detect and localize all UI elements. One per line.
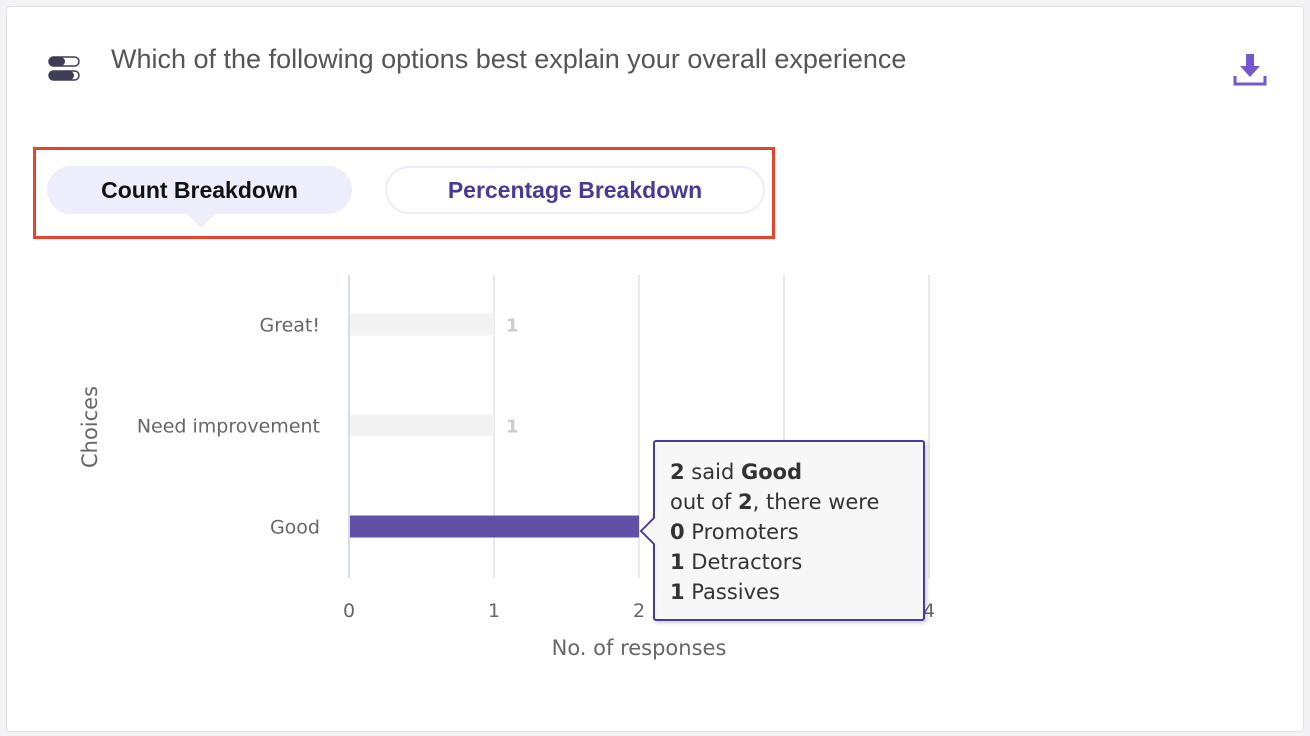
- y-tick-label: Great!: [259, 315, 320, 337]
- chart-tooltip: 2 said Good out of 2, there were 0 Promo…: [653, 440, 925, 621]
- tooltip-count: 2: [670, 460, 685, 484]
- data-label: 1: [506, 417, 519, 438]
- tab-highlight-box: [33, 147, 775, 239]
- question-title: Which of the following options best expl…: [111, 44, 907, 74]
- bar: [350, 515, 639, 538]
- tooltip-said: said: [684, 460, 741, 484]
- toggle-list-icon: [48, 56, 80, 81]
- x-tick-label: 4: [923, 600, 935, 622]
- tooltip-outof: out of: [670, 490, 738, 514]
- y-tick-label: Need improvement: [137, 416, 320, 438]
- tab-percentage-breakdown[interactable]: Percentage Breakdown: [385, 166, 765, 214]
- x-tick-label: 1: [488, 600, 500, 622]
- x-tick-label: 2: [633, 600, 645, 622]
- download-icon[interactable]: [1232, 50, 1268, 88]
- bar: [350, 313, 494, 336]
- tooltip-choice: Good: [740, 460, 803, 484]
- tooltip-passives: 1 Passives: [670, 580, 780, 604]
- y-tick-label: Good: [270, 517, 320, 539]
- x-axis-label: No. of responses: [552, 636, 727, 660]
- tab-count-breakdown[interactable]: Count Breakdown: [47, 166, 352, 228]
- tooltip-detractors: 1 Detractors: [670, 550, 803, 574]
- data-label: 1: [506, 316, 519, 337]
- tooltip-promoters: 0 Promoters: [670, 520, 799, 544]
- bar: [350, 414, 494, 437]
- tooltip-total: 2: [737, 490, 753, 514]
- x-tick-label: 0: [343, 600, 355, 622]
- y-axis-label: Choices: [78, 386, 102, 468]
- tooltip-there-were: , there were: [752, 490, 880, 514]
